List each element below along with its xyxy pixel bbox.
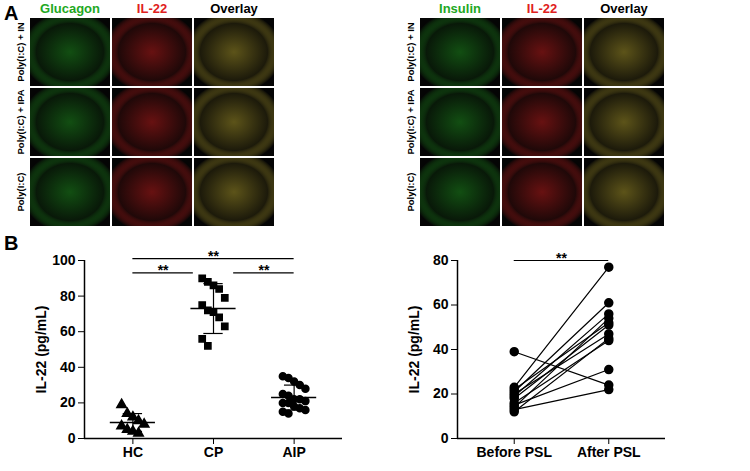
svg-text:20: 20 bbox=[433, 385, 449, 401]
svg-text:AIP: AIP bbox=[282, 444, 305, 460]
svg-text:Poly(I:C) + IN: Poly(I:C) + IN bbox=[405, 22, 416, 82]
html-text:A: A bbox=[4, 2, 19, 24]
svg-text:Poly(I:C): Poly(I:C) bbox=[405, 172, 416, 211]
svg-text:**: ** bbox=[208, 248, 219, 264]
svg-text:Overlay: Overlay bbox=[210, 1, 258, 16]
svg-text:Poly(I:C) + IPA: Poly(I:C) + IPA bbox=[405, 89, 416, 154]
svg-text:Insulin: Insulin bbox=[439, 1, 481, 16]
svg-text:40: 40 bbox=[60, 359, 76, 375]
svg-text:0: 0 bbox=[68, 430, 76, 446]
svg-text:Poly(I:C) + IPA: Poly(I:C) + IPA bbox=[15, 89, 26, 154]
svg-text:20: 20 bbox=[60, 394, 76, 410]
svg-text:Overlay: Overlay bbox=[600, 1, 648, 16]
svg-text:60: 60 bbox=[60, 323, 76, 339]
svg-text:60: 60 bbox=[433, 296, 449, 312]
svg-text:100: 100 bbox=[52, 252, 76, 268]
svg-text:**: ** bbox=[556, 250, 567, 266]
svg-text:80: 80 bbox=[60, 288, 76, 304]
svg-text:HC: HC bbox=[123, 444, 143, 460]
svg-text:**: ** bbox=[158, 262, 169, 278]
svg-text:After PSL: After PSL bbox=[577, 444, 641, 460]
svg-text:CP: CP bbox=[204, 444, 223, 460]
svg-text:40: 40 bbox=[433, 341, 449, 357]
svg-text:IL-22: IL-22 bbox=[137, 1, 167, 16]
svg-text:**: ** bbox=[258, 262, 269, 278]
svg-text:IL-22: IL-22 bbox=[527, 1, 557, 16]
svg-text:80: 80 bbox=[433, 252, 449, 268]
svg-text:IL-22 (pg/mL): IL-22 (pg/mL) bbox=[33, 306, 49, 394]
svg-text:0: 0 bbox=[441, 430, 449, 446]
svg-text:Poly(I:C) + IN: Poly(I:C) + IN bbox=[15, 22, 26, 82]
html-text:B: B bbox=[4, 232, 19, 254]
svg-text:Poly(I:C): Poly(I:C) bbox=[15, 172, 26, 211]
svg-text:IL-22 (pg/mL): IL-22 (pg/mL) bbox=[406, 306, 422, 394]
svg-text:Glucagon: Glucagon bbox=[40, 1, 100, 16]
svg-text:Before PSL: Before PSL bbox=[476, 444, 552, 460]
